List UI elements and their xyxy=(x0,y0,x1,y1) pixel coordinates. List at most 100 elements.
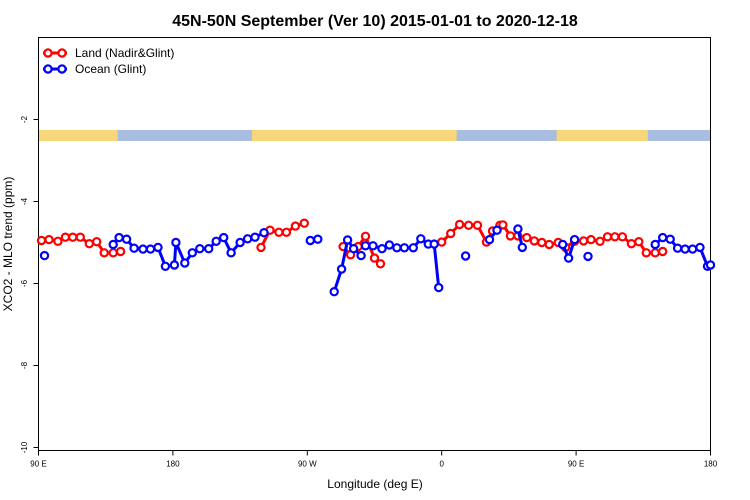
data-point xyxy=(138,244,148,254)
data-point xyxy=(195,243,205,254)
data-point xyxy=(329,287,339,297)
data-point xyxy=(274,227,284,237)
chart-title: 45N-50N September (Ver 10) 2015-01-01 to… xyxy=(172,13,578,30)
data-point xyxy=(360,241,371,251)
data-point xyxy=(517,242,528,253)
x-axis: 90 E 180 90 W 0 90 E 180 xyxy=(30,450,718,469)
data-point xyxy=(446,228,456,239)
data-point xyxy=(610,232,620,242)
data-point xyxy=(672,243,683,253)
data-point xyxy=(256,242,266,253)
data-point xyxy=(360,231,371,241)
data-point xyxy=(84,238,95,249)
data-point xyxy=(522,232,532,243)
data-point xyxy=(569,234,580,245)
data-point xyxy=(342,235,353,245)
data-point xyxy=(348,243,359,254)
data-point xyxy=(187,248,197,258)
data-point xyxy=(115,246,126,257)
legend: Land (Nadir&Glint) Ocean (Glint) xyxy=(43,46,174,76)
data-point xyxy=(658,232,668,243)
legend-swatch-marker xyxy=(57,64,67,74)
land-ocean-band xyxy=(38,130,711,141)
data-point xyxy=(226,248,236,258)
legend-swatch-marker xyxy=(43,64,53,74)
data-point xyxy=(586,234,596,245)
data-point xyxy=(650,248,660,258)
data-point xyxy=(454,219,465,230)
data-point xyxy=(558,239,568,250)
land-band-segment xyxy=(556,130,648,141)
data-point xyxy=(463,220,474,230)
data-point xyxy=(299,218,309,228)
data-point xyxy=(336,264,347,274)
data-point xyxy=(416,234,426,244)
y-axis: -10 -8 -6 -4 -2 xyxy=(20,115,39,453)
data-point xyxy=(408,243,418,253)
x-tick-label: 180 xyxy=(704,460,718,469)
data-point xyxy=(695,242,705,253)
data-point xyxy=(211,236,221,246)
data-point xyxy=(595,236,605,246)
data-point xyxy=(153,242,163,253)
data-point xyxy=(437,237,447,247)
data-point xyxy=(583,251,593,262)
data-point xyxy=(544,239,554,250)
data-point xyxy=(399,243,410,253)
data-point xyxy=(160,261,171,271)
data-point xyxy=(537,237,547,248)
data-point xyxy=(114,232,124,243)
data-point xyxy=(313,234,323,244)
legend-entry-label: Ocean (Glint) xyxy=(75,62,146,76)
data-point xyxy=(429,239,439,249)
data-point xyxy=(53,236,63,246)
series-ocean xyxy=(39,224,716,297)
y-axis-label: XCO2 - MLO trend (ppm) xyxy=(1,177,15,312)
data-point xyxy=(658,246,668,257)
data-point xyxy=(563,253,574,263)
y-tick-label: -8 xyxy=(20,361,29,369)
data-point xyxy=(60,232,71,242)
data-point xyxy=(641,248,652,258)
data-point xyxy=(617,232,628,242)
y-tick-label: -4 xyxy=(20,197,29,205)
land-band-segment xyxy=(252,130,457,141)
data-point xyxy=(121,234,132,244)
data-point xyxy=(145,244,156,254)
data-point xyxy=(108,248,118,258)
data-point xyxy=(680,244,690,254)
data-point xyxy=(375,259,386,269)
data-point xyxy=(36,235,47,246)
data-point xyxy=(171,237,181,248)
data-point xyxy=(99,248,109,258)
x-tick-label: 90 E xyxy=(30,460,46,469)
x-tick-label: 90 W xyxy=(298,460,317,469)
data-point xyxy=(218,232,229,243)
y-tick-label: -2 xyxy=(20,115,29,123)
data-point xyxy=(242,234,253,244)
data-point xyxy=(75,232,86,242)
y-tick-label: -6 xyxy=(20,279,29,287)
data-point xyxy=(498,220,508,230)
data-point xyxy=(392,243,402,253)
data-point xyxy=(91,236,102,247)
data-point xyxy=(665,234,675,244)
x-axis-label: Longitude (deg E) xyxy=(327,477,422,491)
data-point xyxy=(602,232,613,242)
data-point xyxy=(305,235,315,246)
data-point xyxy=(384,240,395,250)
data-point xyxy=(169,260,180,270)
data-point xyxy=(203,243,214,254)
legend-entry-label: Land (Nadir&Glint) xyxy=(75,46,174,60)
data-point xyxy=(250,232,260,242)
data-point xyxy=(290,221,301,231)
data-point xyxy=(356,250,366,261)
legend-swatch-marker xyxy=(43,48,53,58)
data-point xyxy=(39,250,50,261)
data-point xyxy=(259,227,269,238)
legend-swatch-marker xyxy=(57,48,67,58)
data-point xyxy=(460,251,471,261)
data-point xyxy=(377,243,387,254)
data-point xyxy=(626,238,637,249)
